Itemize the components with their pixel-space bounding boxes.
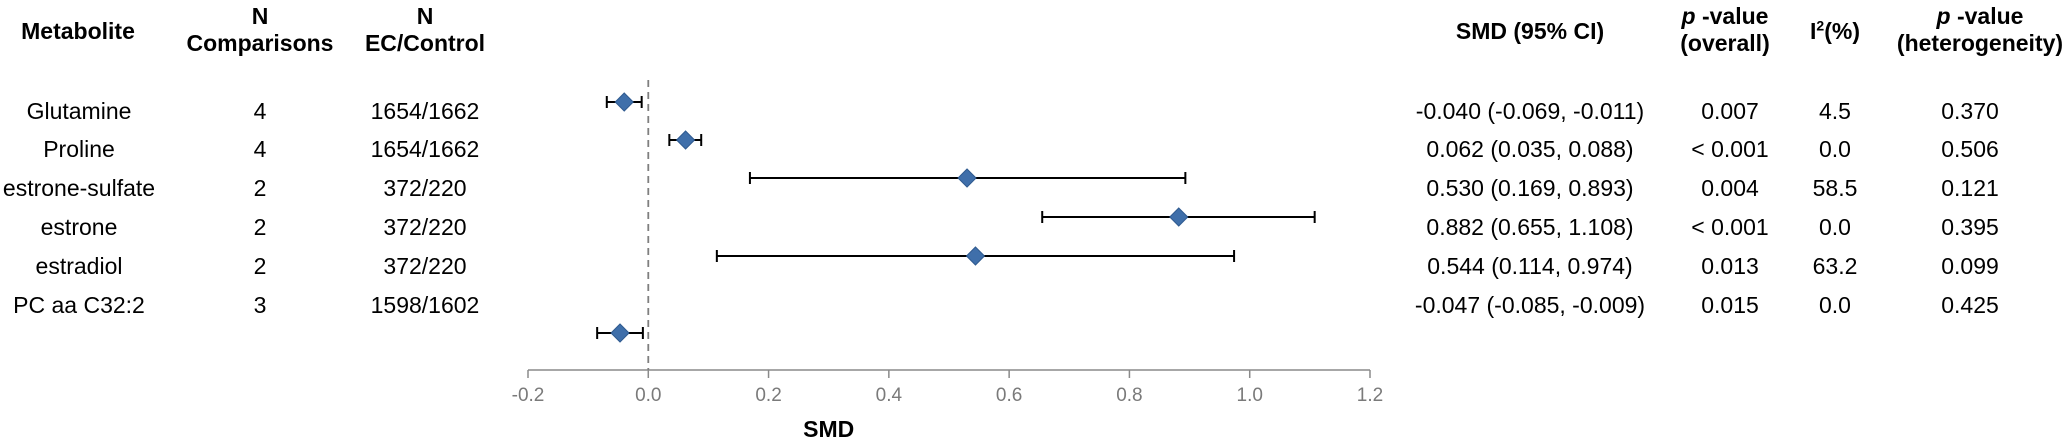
header-i2-sup: 2 [1816, 17, 1825, 34]
cell-i2: 0.0 [1819, 136, 1851, 162]
cell-n-ec-control: 372/220 [383, 175, 467, 201]
header-p-overall: p -value (overall) [1660, 3, 1790, 57]
x-tick-label: 0.0 [635, 385, 661, 406]
cell-i2: 0.0 [1819, 214, 1851, 240]
x-tick-label: 0.6 [996, 385, 1022, 406]
x-tick-label: -0.2 [512, 385, 545, 406]
cell-p-het: 0.099 [1941, 253, 1999, 279]
cell-metabolite: estradiol [35, 253, 123, 279]
cell-smd-ci: 0.882 (0.655, 1.108) [1426, 214, 1634, 240]
cell-smd-ci: -0.047 (-0.085, -0.009) [1414, 292, 1646, 318]
cell-n-comparisons: 3 [253, 292, 267, 318]
header-p-het-p: p [1936, 3, 1951, 29]
point-marker [965, 246, 986, 266]
cell-n-ec-control: 372/220 [383, 214, 467, 240]
header-n-comparisons-line1: N [251, 3, 269, 29]
header-n-ec-line2: EC/Control [364, 30, 486, 56]
cell-smd-ci: -0.040 (-0.069, -0.011) [1415, 98, 1645, 124]
cell-p-overall: < 0.001 [1691, 214, 1769, 240]
cell-n-ec-control: 1654/1662 [370, 136, 480, 162]
point-marker [1169, 207, 1189, 227]
x-axis-label: SMD [803, 416, 854, 442]
cell-i2: 63.2 [1812, 253, 1858, 279]
header-i2-rest: (%) [1824, 18, 1860, 44]
x-tick-label: 1.2 [1357, 385, 1383, 406]
cell-p-overall: 0.007 [1701, 98, 1759, 124]
point-marker [957, 168, 977, 188]
x-tick-label: 0.2 [755, 385, 781, 406]
header-i2: I2(%) [1795, 18, 1875, 45]
x-tick-label: 1.0 [1237, 385, 1263, 406]
header-smd-ci: SMD (95% CI) [1455, 18, 1605, 44]
header-p-het-rest: -value [1950, 3, 2024, 29]
cell-p-overall: < 0.001 [1691, 136, 1769, 162]
header-n-comparisons: N Comparisons [180, 3, 340, 57]
cell-metabolite: PC aa C32:2 [13, 292, 145, 318]
cell-n-ec-control: 372/220 [383, 253, 467, 279]
point-marker [675, 130, 696, 150]
header-i2-letter: I [1810, 18, 1817, 44]
header-p-overall-line2: (overall) [1680, 30, 1770, 56]
cell-n-comparisons: 2 [253, 253, 267, 279]
cell-metabolite: estrone [40, 214, 118, 240]
cell-p-overall: 0.013 [1701, 253, 1759, 279]
cell-smd-ci: 0.530 (0.169, 0.893) [1426, 175, 1634, 201]
header-n-ec-line1: N [416, 3, 434, 29]
header-p-het-line2: (heterogeneity) [1896, 30, 2064, 56]
cell-n-comparisons: 4 [253, 136, 267, 162]
cell-n-comparisons: 2 [253, 175, 267, 201]
cell-p-het: 0.425 [1941, 292, 1999, 318]
cell-n-comparisons: 2 [253, 214, 267, 240]
header-n-ec-control: N EC/Control [350, 3, 500, 57]
header-metabolite: Metabolite [21, 18, 135, 44]
cell-p-het: 0.395 [1941, 214, 1999, 240]
cell-metabolite: Proline [43, 136, 115, 162]
point-marker [610, 323, 630, 343]
point-marker [614, 92, 634, 112]
cell-i2: 0.0 [1819, 292, 1851, 318]
cell-n-ec-control: 1654/1662 [370, 98, 480, 124]
cell-i2: 4.5 [1819, 98, 1851, 124]
x-tick-label: 0.4 [876, 385, 903, 406]
cell-p-overall: 0.015 [1701, 292, 1759, 318]
cell-n-comparisons: 4 [253, 98, 267, 124]
cell-i2: 58.5 [1812, 175, 1858, 201]
header-p-overall-rest: -value [1695, 3, 1769, 29]
cell-p-het: 0.121 [1941, 175, 1999, 201]
cell-smd-ci: 0.062 (0.035, 0.088) [1426, 136, 1634, 162]
header-p-overall-p: p [1681, 3, 1696, 29]
cell-p-overall: 0.004 [1701, 175, 1759, 201]
header-n-comparisons-line2: Comparisons [186, 30, 334, 56]
header-p-heterogeneity: p -value (heterogeneity) [1890, 3, 2070, 57]
cell-p-het: 0.506 [1941, 136, 1999, 162]
cell-p-het: 0.370 [1941, 98, 1999, 124]
cell-metabolite: Glutamine [26, 98, 132, 124]
x-tick-label: 0.8 [1116, 385, 1142, 406]
cell-metabolite: estrone-sulfate [2, 175, 156, 201]
cell-n-ec-control: 1598/1602 [370, 292, 480, 318]
cell-smd-ci: 0.544 (0.114, 0.974) [1427, 253, 1633, 279]
